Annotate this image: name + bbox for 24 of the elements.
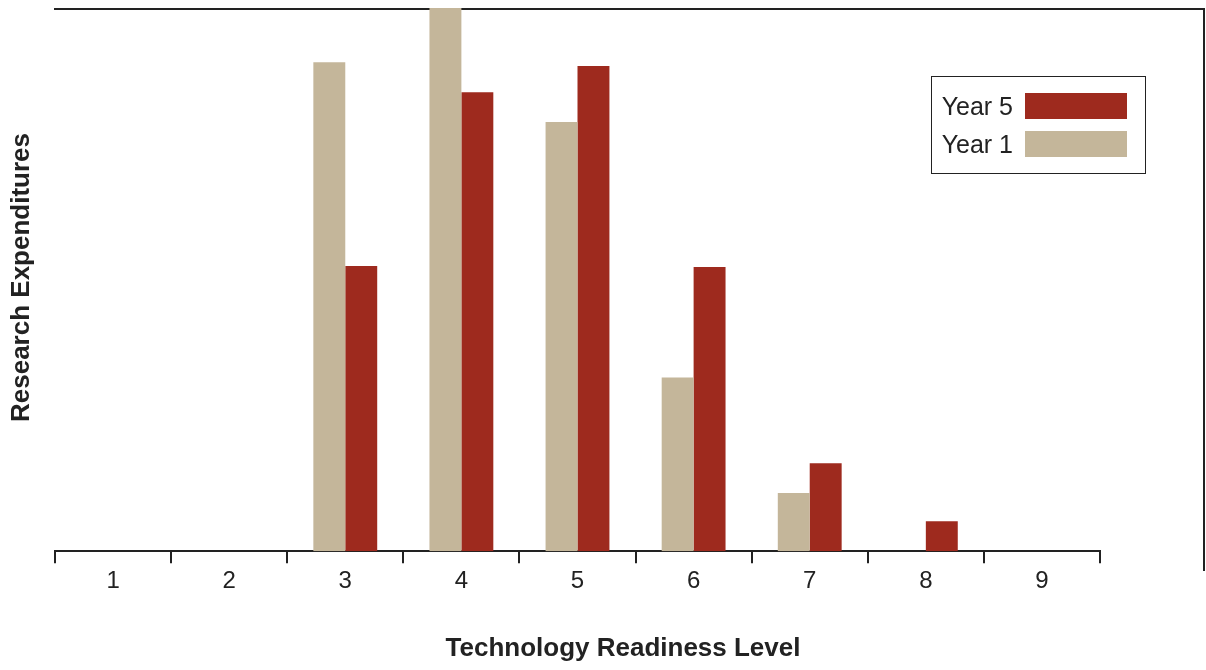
y-axis-title: Research Expenditures [4,132,36,424]
x-tick-label: 6 [686,566,701,594]
legend-label: Year 1 [941,129,1013,159]
legend-label: Year 5 [941,91,1013,121]
x-tick-label: 4 [454,566,469,594]
x-tick-label: 9 [1035,566,1049,594]
x-axis-title: Technology Readiness Level [444,632,802,663]
bar [461,92,494,552]
bar [809,463,842,552]
x-tick-label: 2 [222,566,236,594]
bar [577,66,610,552]
bar [661,377,694,552]
bar [777,493,810,552]
bar [429,8,462,552]
bar [345,266,378,552]
x-tick-label: 8 [919,566,933,594]
x-tick-label: 5 [570,566,585,594]
bar [545,122,578,552]
bar [693,267,726,552]
x-tick-label: 3 [338,566,352,594]
x-tick-label: 1 [106,566,120,594]
bar [925,521,958,552]
x-tick-label: 7 [803,566,817,594]
bar [313,62,346,552]
